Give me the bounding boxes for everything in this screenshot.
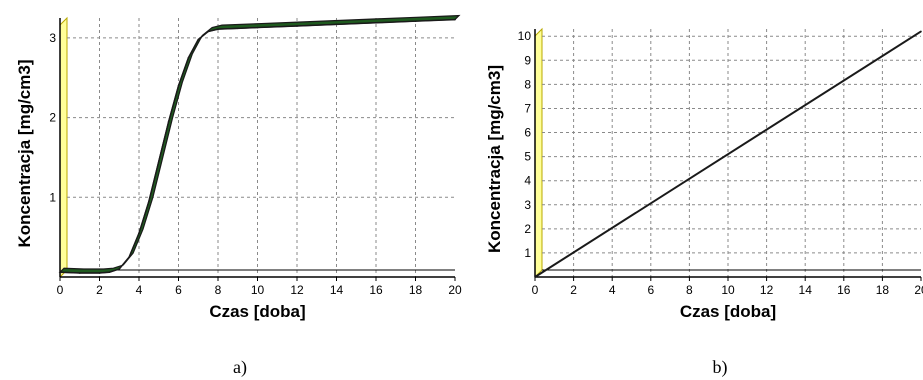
y-tick-label: 1 xyxy=(524,246,531,260)
data-point xyxy=(197,38,200,41)
data-point xyxy=(187,57,190,59)
x-tick-label: 0 xyxy=(57,283,64,297)
y-axis-title: Koncentracja [mg/cm3] xyxy=(15,60,34,248)
data-point xyxy=(236,27,239,30)
data-point xyxy=(375,21,377,24)
data-point xyxy=(148,200,150,203)
x-tick-label: 0 xyxy=(532,283,539,297)
side-wall xyxy=(534,27,543,279)
y-tick-label: 7 xyxy=(524,101,531,115)
y-tick-label: 4 xyxy=(524,174,531,188)
series-line xyxy=(534,30,922,278)
data-point xyxy=(167,120,170,123)
x-tick-label: 6 xyxy=(175,283,182,297)
x-axis-title: Czas [doba] xyxy=(209,302,305,321)
chart-panel-b: 0246810121416182012345678910Czas [doba]K… xyxy=(485,27,923,378)
x-tick-label: 20 xyxy=(914,283,923,297)
x-axis-title: Czas [doba] xyxy=(680,302,776,321)
x-tick-label: 8 xyxy=(215,283,222,297)
x-tick-label: 12 xyxy=(760,283,774,297)
panel-caption: a) xyxy=(233,357,247,378)
y-tick-label: 3 xyxy=(524,198,531,212)
x-tick-label: 2 xyxy=(570,283,577,297)
data-point xyxy=(920,30,922,33)
data-point xyxy=(296,25,298,27)
data-point xyxy=(78,272,81,274)
x-tick-label: 8 xyxy=(686,283,693,297)
series-line xyxy=(59,18,456,274)
y-axis-title: Koncentracja [mg/cm3] xyxy=(485,65,504,253)
data-point xyxy=(534,276,536,278)
x-tick-label: 12 xyxy=(290,283,304,297)
y-tick-label: 10 xyxy=(518,29,532,43)
x-tick-label: 10 xyxy=(721,283,735,297)
data-point xyxy=(157,160,160,163)
y-tick-label: 6 xyxy=(524,126,531,140)
x-tick-label: 14 xyxy=(799,283,813,297)
y-tick-label: 2 xyxy=(524,222,531,236)
data-point xyxy=(108,271,111,274)
y-tick-label: 2 xyxy=(49,111,56,125)
x-tick-label: 4 xyxy=(136,283,143,297)
data-point xyxy=(335,23,338,26)
data-point xyxy=(414,20,417,22)
x-tick-label: 6 xyxy=(647,283,654,297)
data-point xyxy=(59,271,61,274)
data-point xyxy=(454,18,456,21)
y-tick-label: 3 xyxy=(49,31,56,45)
y-tick-label: 9 xyxy=(524,53,531,67)
x-tick-label: 2 xyxy=(96,283,103,297)
x-tick-label: 4 xyxy=(609,283,616,297)
side-wall xyxy=(59,16,68,279)
data-point xyxy=(128,256,130,258)
y-tick-label: 8 xyxy=(524,77,531,91)
x-tick-label: 10 xyxy=(251,283,265,297)
x-tick-label: 16 xyxy=(369,283,383,297)
x-tick-label: 18 xyxy=(876,283,890,297)
data-point xyxy=(118,268,121,270)
data-point xyxy=(217,28,219,30)
x-tick-label: 18 xyxy=(409,283,423,297)
data-point xyxy=(98,272,101,274)
x-tick-label: 20 xyxy=(448,283,462,297)
data-point xyxy=(138,232,140,234)
x-tick-label: 16 xyxy=(837,283,851,297)
y-tick-label: 5 xyxy=(524,150,531,164)
panel-caption: b) xyxy=(713,357,728,378)
data-point xyxy=(177,84,180,87)
data-point xyxy=(207,30,209,33)
y-tick-label: 1 xyxy=(49,190,56,204)
series-ribbon xyxy=(58,14,461,274)
data-point xyxy=(256,26,259,29)
x-tick-label: 14 xyxy=(330,283,344,297)
